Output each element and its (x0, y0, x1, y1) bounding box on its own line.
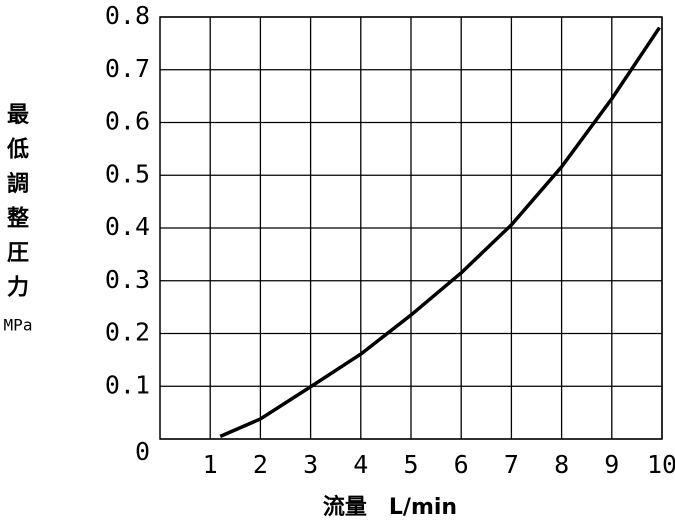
x-tick-label: 4 (353, 450, 368, 479)
x-tick-label: 6 (454, 450, 469, 479)
y-tick-label: 0.3 (105, 265, 150, 294)
y-axis-label: 整 (7, 206, 29, 232)
y-axis-label: 力 (7, 276, 29, 301)
y-axis-label: 調 (7, 171, 29, 197)
x-tick-label: 9 (604, 450, 619, 479)
x-tick-label: 5 (403, 450, 418, 479)
x-tick-label: 8 (554, 450, 569, 479)
y-tick-label: 0.1 (105, 370, 150, 399)
y-axis-label: 最 (7, 103, 30, 128)
y-tick-label: 0 (135, 437, 150, 466)
y-tick-label: 0.6 (105, 107, 150, 136)
x-axis-label: 流量 L/min (323, 494, 457, 520)
y-tick-label: 0.5 (105, 159, 150, 188)
y-tick-label: 0.4 (105, 212, 150, 241)
x-tick-label: 3 (303, 450, 318, 479)
data-line (219, 26, 661, 438)
x-tick-label: 1 (203, 450, 218, 479)
y-axis-label: 圧 (7, 241, 29, 266)
y-tick-label: 0.7 (105, 54, 150, 83)
y-tick-label: 0.2 (105, 318, 150, 347)
y-axis-unit: MPa (4, 316, 33, 335)
y-tick-label: 0.8 (105, 1, 150, 30)
x-tick-label: 10 (647, 450, 675, 479)
x-tick-label: 2 (253, 450, 268, 479)
x-tick-label: 7 (504, 450, 519, 479)
y-axis-label: 低 (6, 138, 29, 163)
